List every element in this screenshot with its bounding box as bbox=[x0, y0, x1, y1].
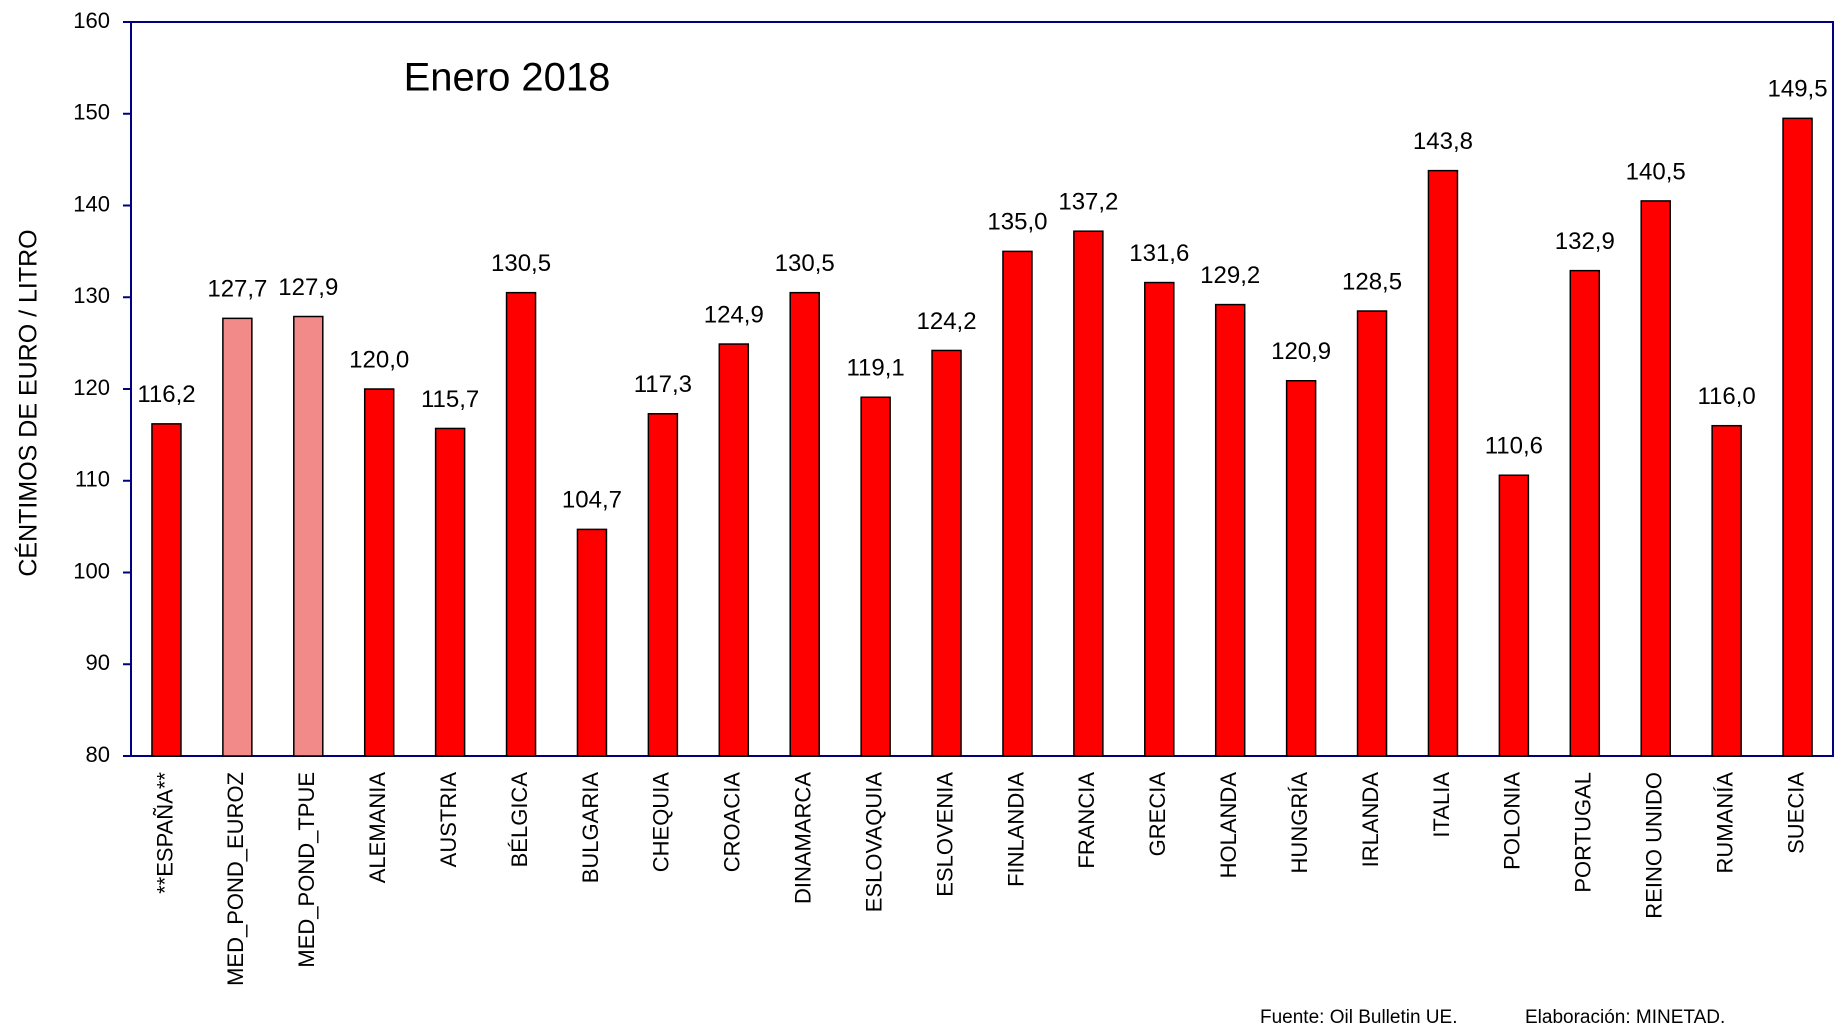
value-label: 117,3 bbox=[634, 371, 692, 398]
value-label: 116,2 bbox=[137, 381, 195, 408]
bar bbox=[1285, 379, 1317, 757]
bar bbox=[789, 291, 820, 757]
x-tick-label: REINO UNIDO bbox=[1642, 772, 1667, 919]
credit: Elaboración: MINETAD. bbox=[1525, 1007, 1725, 1028]
x-tick-label: ESLOVENIA bbox=[932, 772, 957, 897]
bar bbox=[1640, 200, 1671, 757]
x-tick-label: PORTUGAL bbox=[1571, 772, 1596, 893]
value-label: 132,9 bbox=[1555, 228, 1615, 255]
x-tick-label: FINLANDIA bbox=[1003, 772, 1028, 887]
value-label: 124,2 bbox=[917, 308, 977, 335]
x-tick-label: ESLOVAQUIA bbox=[861, 772, 886, 913]
value-label: 143,8 bbox=[1413, 128, 1473, 155]
y-tick-label: 100 bbox=[73, 558, 110, 583]
x-tick-label: **ESPAÑA** bbox=[152, 772, 177, 894]
x-tick-label: HUNGRÍA bbox=[1287, 772, 1312, 874]
value-label: 116,0 bbox=[1697, 383, 1755, 410]
bar bbox=[505, 291, 537, 757]
x-tick-label: ITALIA bbox=[1429, 772, 1454, 838]
y-tick-label: 150 bbox=[73, 100, 110, 125]
x-tick-label: BÉLGICA bbox=[507, 772, 532, 868]
value-label: 129,2 bbox=[1200, 262, 1260, 289]
x-tick-label: BULGARIA bbox=[578, 772, 603, 884]
bar bbox=[931, 349, 962, 757]
x-tick-label: DINAMARCA bbox=[791, 772, 816, 904]
x-tick-label: HOLANDA bbox=[1216, 772, 1241, 879]
x-tick-label: MED_POND_TPUE bbox=[294, 772, 319, 968]
bar bbox=[1498, 474, 1530, 757]
y-tick-label: 160 bbox=[73, 8, 110, 33]
x-tick-label: CHEQUIA bbox=[649, 772, 674, 873]
x-tick-label: SUECIA bbox=[1783, 772, 1808, 854]
bar bbox=[1002, 250, 1033, 757]
y-axis-label: CÉNTIMOS DE EURO / LITRO bbox=[14, 229, 43, 576]
value-label: 149,5 bbox=[1768, 76, 1828, 103]
bar bbox=[151, 423, 182, 757]
bar bbox=[860, 396, 891, 757]
value-label: 130,5 bbox=[775, 250, 835, 277]
value-label: 127,7 bbox=[207, 276, 267, 303]
y-tick-label: 90 bbox=[86, 650, 110, 675]
y-tick-label: 120 bbox=[73, 375, 110, 400]
y-tick-label: 110 bbox=[75, 467, 110, 492]
bar bbox=[222, 317, 253, 757]
chart-title: Enero 2018 bbox=[404, 56, 611, 100]
value-label: 130,5 bbox=[491, 250, 551, 277]
bar bbox=[434, 427, 466, 757]
x-tick-label: MED_POND_EUROZ bbox=[223, 772, 248, 986]
value-label: 120,0 bbox=[349, 346, 409, 373]
value-label: 119,1 bbox=[846, 355, 904, 382]
x-tick-label: FRANCIA bbox=[1074, 772, 1099, 869]
plot-frame bbox=[130, 21, 1834, 757]
value-label: 120,9 bbox=[1271, 338, 1331, 365]
bar bbox=[1073, 230, 1104, 757]
x-tick-label: CROACIA bbox=[720, 772, 745, 873]
value-label: 124,9 bbox=[704, 301, 764, 328]
bar bbox=[1214, 303, 1246, 757]
bar bbox=[293, 315, 324, 757]
y-tick-label: 130 bbox=[73, 283, 110, 308]
x-tick-label: RUMANÍA bbox=[1712, 772, 1737, 874]
value-label: 135,0 bbox=[987, 209, 1047, 236]
x-tick-label: ALEMANIA bbox=[365, 772, 390, 884]
x-tick-label: POLONIA bbox=[1500, 772, 1525, 870]
value-label: 127,9 bbox=[278, 274, 338, 301]
value-label: 137,2 bbox=[1058, 189, 1118, 216]
value-label: 110,6 bbox=[1485, 433, 1543, 460]
bar bbox=[1144, 281, 1175, 757]
value-label: 131,6 bbox=[1129, 240, 1189, 267]
bar bbox=[1569, 269, 1601, 757]
y-tick-label: 140 bbox=[73, 191, 110, 216]
bar bbox=[718, 343, 750, 757]
value-label: 115,7 bbox=[421, 386, 479, 413]
bar bbox=[1356, 310, 1388, 757]
bar bbox=[576, 528, 608, 757]
x-tick-label: GRECIA bbox=[1145, 772, 1170, 857]
value-label: 128,5 bbox=[1342, 268, 1402, 295]
y-tick-label: 80 bbox=[86, 742, 110, 767]
x-tick-label: AUSTRIA bbox=[436, 772, 461, 868]
bar bbox=[647, 413, 679, 757]
bar bbox=[1782, 117, 1813, 757]
value-label: 140,5 bbox=[1626, 158, 1686, 185]
bar bbox=[363, 388, 395, 757]
value-label: 104,7 bbox=[562, 487, 622, 514]
bar bbox=[1427, 169, 1459, 757]
x-tick-label: IRLANDA bbox=[1358, 772, 1383, 868]
source: Fuente: Oil Bulletin UE. bbox=[1260, 1007, 1457, 1028]
bar bbox=[1711, 424, 1742, 757]
